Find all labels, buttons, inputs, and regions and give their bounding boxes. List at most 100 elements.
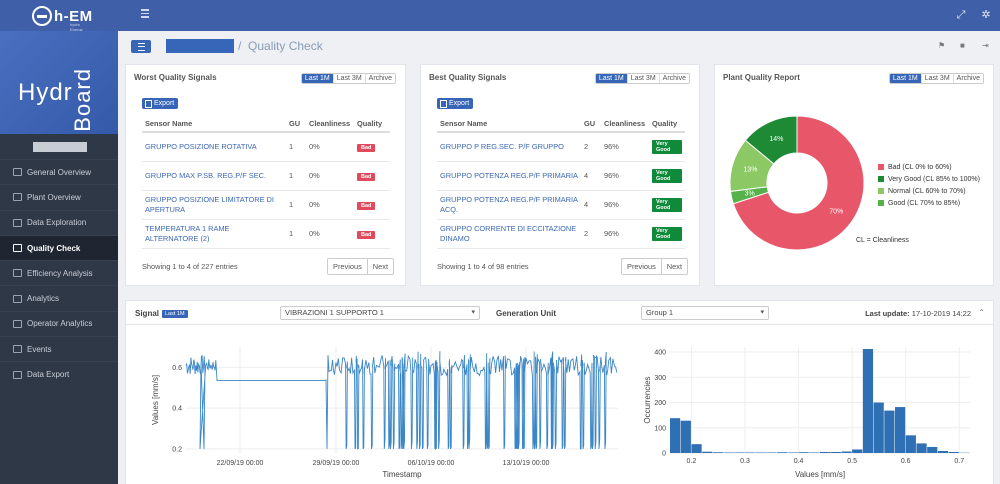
histogram-bar[interactable] [820,451,831,453]
histogram-bar[interactable] [809,452,820,453]
period-archive-button[interactable]: Archive [658,74,689,83]
entries-info: Showing 1 to 4 of 227 entries [142,262,238,271]
histogram-bar[interactable] [873,402,884,453]
signal-select[interactable]: VIBRAZIONI 1 SUPPORTO 1 [280,306,480,320]
sensor-name-link[interactable]: GRUPPO POTENZA REG.P/F PRIMARIA ACQ. [437,190,581,220]
export-button[interactable]: Export [437,98,474,109]
table-row: GRUPPO POTENZA REG.P/F PRIMARIA ACQ. 4 96%… [437,190,685,220]
legend-item[interactable]: Good (CL 70% to 85%) [878,197,980,209]
previous-button[interactable]: Previous [627,262,656,271]
x-tick-label: 0.2 [687,458,697,465]
column-header[interactable]: Sensor Name [437,116,581,133]
sensor-name-link[interactable]: GRUPPO CORRENTE DI ECCITAZIONE DINAMO [437,219,581,249]
generation-unit-select[interactable]: Group 1 [641,306,769,320]
histogram-bar[interactable] [852,449,863,453]
sidebar-item-analytics[interactable]: Analytics [0,285,118,310]
sensor-name-link[interactable]: GRUPPO POTENZA REG.P/F PRIMARIA [437,161,581,191]
period-1m-button[interactable]: Last 1M [595,74,627,83]
column-header[interactable]: Cleanliness [306,116,354,133]
chevron-up-icon[interactable]: ⌃ [978,308,985,317]
donut-slice[interactable] [732,115,865,251]
quality-donut-chart: 70% 3% 13% 14% [729,115,865,251]
last-update-value: 17-10-2019 14:22 [911,309,971,318]
legend-item[interactable]: Normal (CL 60% to 70%) [878,185,980,197]
app-logo[interactable]: h-EM hydro Energy Management [32,5,93,37]
histogram-bar[interactable] [905,435,916,453]
table-row: TEMPERATURA 1 RAME ALTERNATORE (2) 1 0% Bad [142,219,390,249]
sensor-name-link[interactable]: GRUPPO POSIZIONE ROTATIVA [142,132,286,162]
histogram-bar[interactable] [745,452,756,453]
column-header[interactable]: Quality [354,116,390,133]
sensor-name-link[interactable]: GRUPPO POSIZIONE LIMITATORE DI APERTURA [142,190,286,220]
histogram-bar[interactable] [798,452,809,453]
histogram-bar[interactable] [787,452,799,453]
menu-toggle-icon[interactable] [141,9,149,19]
sensor-name-link[interactable]: GRUPPO MAX P.SB. REG.P/F SEC. [142,161,286,191]
period-1m-button[interactable]: Last 1M [889,74,921,83]
flag-icon[interactable]: ⚑ [938,41,946,50]
histogram-bar[interactable] [691,444,702,453]
histogram-bar[interactable] [884,410,895,453]
column-header[interactable]: Quality [649,116,685,133]
period-3m-button[interactable]: Last 3M [920,74,953,83]
sidebar-item-general-overview[interactable]: General Overview [0,159,118,184]
histogram-bar[interactable] [948,451,959,453]
video-icon[interactable]: ■ [960,41,965,50]
sidebar-item-operator-analytics[interactable]: Operator Analytics [0,310,118,336]
histogram-bar[interactable] [766,452,777,453]
slice-label: 70% [829,209,843,216]
histogram-bar[interactable] [702,451,713,453]
period-archive-button[interactable]: Archive [952,74,983,83]
period-3m-button[interactable]: Last 3M [332,74,365,83]
sidebar-item-efficiency-analysis[interactable]: Efficiency Analysis [0,260,118,285]
next-button[interactable]: Next [366,259,393,274]
sidebar-item-events[interactable]: Events [0,336,118,361]
histogram-bar[interactable] [670,418,681,453]
sensor-name-link[interactable]: TEMPERATURA 1 RAME ALTERNATORE (2) [142,219,286,249]
previous-button[interactable]: Previous [333,262,362,271]
export-button[interactable]: Export [142,98,179,109]
histogram-bar[interactable] [927,446,938,453]
legend-label: Good (CL 70% to 85%) [888,199,961,207]
logout-icon[interactable]: ⇥ [982,41,989,50]
period-archive-button[interactable]: Archive [364,74,395,83]
histogram-bar[interactable] [830,451,841,453]
legend-item[interactable]: Bad (CL 0% to 60%) [878,161,980,173]
fullscreen-icon[interactable]: ⤢ [956,9,966,21]
histogram-bar[interactable] [680,420,691,453]
next-button[interactable]: Next [660,259,687,274]
settings-icon[interactable]: ✲ [981,9,991,21]
column-header[interactable]: Cleanliness [601,116,649,133]
column-header[interactable]: GU [581,116,601,133]
signal-line[interactable] [185,351,618,451]
entries-info: Showing 1 to 4 of 98 entries [437,262,529,271]
breadcrumb-home[interactable] [166,39,234,53]
column-header[interactable]: GU [286,116,306,133]
column-header[interactable]: Sensor Name [142,116,286,133]
histogram-bar[interactable] [755,452,766,453]
histogram-bar[interactable] [841,451,852,453]
histogram-bar[interactable] [862,349,874,453]
histogram-bar[interactable] [895,407,906,453]
sidebar-item-plant-overview[interactable]: Plant Overview [0,184,118,209]
histogram-bar[interactable] [777,452,788,453]
card-title: Worst Quality Signals [134,73,217,82]
cleanliness-cell: 96% [601,132,649,162]
sidebar-toggle-button[interactable] [131,40,151,53]
table-row: GRUPPO CORRENTE DI ECCITAZIONE DINAMO 2 96… [437,219,685,249]
period-1m-button[interactable]: Last 1M [301,74,333,83]
donut-slice[interactable] [744,115,798,165]
legend-item[interactable]: Very Good (CL 85% to 100%) [878,173,980,185]
sensor-name-link[interactable]: GRUPPO P REG.SEC. P/F GRUPPO [437,132,581,162]
sidebar-item-data-exploration[interactable]: Data Exploration [0,209,118,235]
period-3m-button[interactable]: Last 3M [626,74,659,83]
histogram-bar[interactable] [937,450,949,453]
quality-badge: Bad [357,172,376,181]
histogram-bar[interactable] [712,452,724,453]
histogram-bar[interactable] [723,452,734,453]
quality-cell: Bad [354,219,390,249]
sidebar-item-data-export[interactable]: Data Export [0,361,118,386]
histogram-bar[interactable] [734,452,745,453]
sidebar-item-quality-check[interactable]: Quality Check [0,234,118,261]
histogram-bar[interactable] [916,443,927,453]
